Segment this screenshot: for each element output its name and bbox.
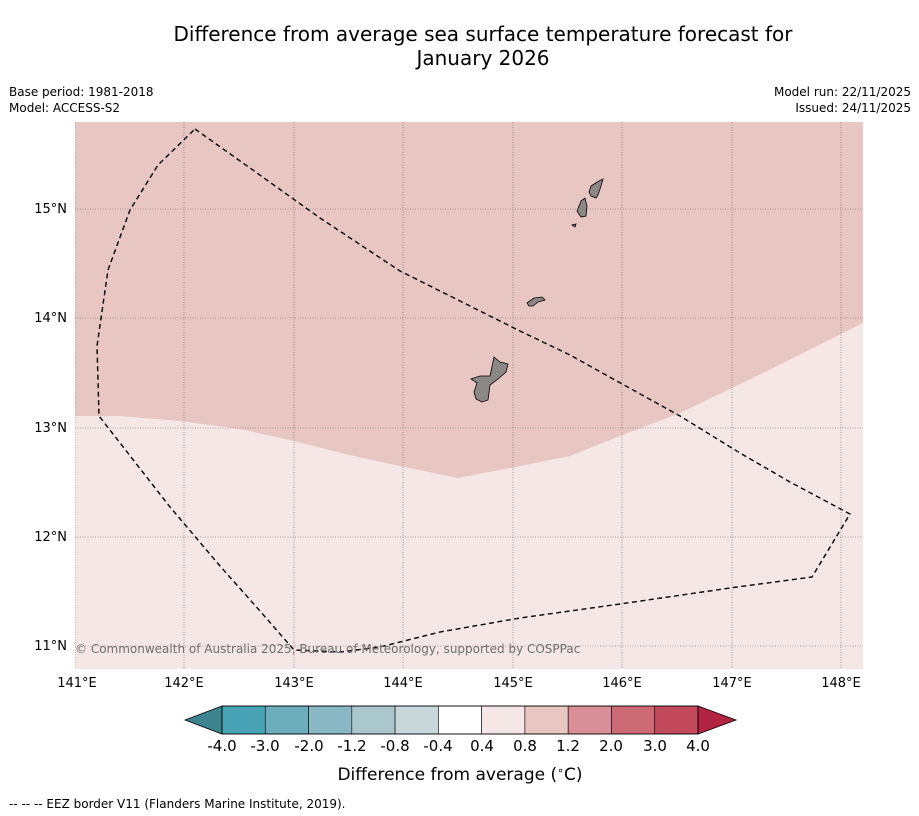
colorbar-label: 1.2 xyxy=(556,737,580,755)
colorbar: -4.0 -3.0 -2.0 -1.2 -0.8 -0.4 0.4 0.8 1.… xyxy=(183,705,738,785)
colorbar-segment xyxy=(264,705,309,735)
lon-label: 145°E xyxy=(493,676,533,691)
lon-label: 148°E xyxy=(821,676,861,691)
lat-label: 13°N xyxy=(34,421,67,436)
colorbar-label: -0.8 xyxy=(380,737,409,755)
colorbar-frame xyxy=(221,705,699,735)
colorbar-segment xyxy=(394,705,439,735)
map-panel: © Commonwealth of Australia 2025, Bureau… xyxy=(75,122,863,669)
ocean-anomaly-high xyxy=(75,122,863,478)
lat-label: 11°N xyxy=(34,639,67,654)
model-run: Model run: 22/11/2025 xyxy=(773,85,911,99)
model-name: Model: ACCESS-S2 xyxy=(9,101,121,115)
page-title: Difference from average sea surface temp… xyxy=(120,22,846,70)
base-period: Base period: 1981-2018 xyxy=(9,85,154,99)
lon-tick-labels: 141°E 142°E 143°E 144°E 145°E 146°E 147°… xyxy=(57,676,861,691)
colorbar-segment xyxy=(567,705,612,735)
island-rota xyxy=(526,296,546,307)
island-guam xyxy=(470,356,509,403)
colorbar-title: Difference from average (∘C) xyxy=(337,764,582,785)
colorbar-label: 0.4 xyxy=(470,737,494,755)
colorbar-label: 3.0 xyxy=(643,737,667,755)
eez-legend-note: -- -- -- EEZ border V11 (Flanders Marine… xyxy=(9,797,346,811)
colorbar-under-arrow xyxy=(183,705,223,735)
colorbar-label: -0.4 xyxy=(423,737,452,755)
island-aguijan xyxy=(571,223,577,228)
lon-label: 147°E xyxy=(712,676,752,691)
lon-label: 141°E xyxy=(57,676,97,691)
colorbar-label: -4.0 xyxy=(207,737,236,755)
colorbar-label: 4.0 xyxy=(686,737,710,755)
lat-label: 15°N xyxy=(34,202,67,217)
lon-label: 143°E xyxy=(274,676,314,691)
colorbar-label: 0.8 xyxy=(513,737,537,755)
colorbar-segment xyxy=(308,705,353,735)
colorbar-label: -3.0 xyxy=(250,737,279,755)
land-islands xyxy=(470,178,604,403)
lon-label: 142°E xyxy=(164,676,204,691)
colorbar-segment xyxy=(438,705,482,735)
title-line-1: Difference from average sea surface temp… xyxy=(173,22,793,46)
lat-tick-labels: 15°N 14°N 13°N 12°N 11°N xyxy=(34,202,67,654)
colorbar-label: -1.2 xyxy=(337,737,366,755)
eez-border xyxy=(96,128,851,653)
title-line-2: January 2026 xyxy=(416,46,550,70)
lon-label: 144°E xyxy=(383,676,423,691)
colorbar-labels: -4.0 -3.0 -2.0 -1.2 -0.8 -0.4 0.4 0.8 1.… xyxy=(207,737,710,755)
lon-label: 146°E xyxy=(602,676,642,691)
colorbar-over-arrow xyxy=(697,705,738,735)
lat-label: 12°N xyxy=(34,530,67,545)
island-tinian xyxy=(576,197,588,218)
colorbar-segment xyxy=(481,705,526,735)
colorbar-segment xyxy=(524,705,569,735)
lat-label: 14°N xyxy=(34,311,67,326)
colorbar-segment xyxy=(654,705,699,735)
colorbar-segment xyxy=(221,705,266,735)
model-info: Base period: 1981-2018 Model: ACCESS-S2 xyxy=(9,84,154,116)
graticule xyxy=(75,122,863,669)
run-info: Model run: 22/11/2025 Issued: 24/11/2025 xyxy=(774,84,911,116)
colorbar-segments xyxy=(221,705,699,735)
issued-date: Issued: 24/11/2025 xyxy=(795,101,911,115)
colorbar-segment xyxy=(351,705,396,735)
colorbar-segment xyxy=(611,705,656,735)
island-saipan xyxy=(588,178,604,199)
colorbar-label: 2.0 xyxy=(599,737,623,755)
copyright-notice: © Commonwealth of Australia 2025, Bureau… xyxy=(75,642,580,656)
colorbar-label: -2.0 xyxy=(294,737,323,755)
